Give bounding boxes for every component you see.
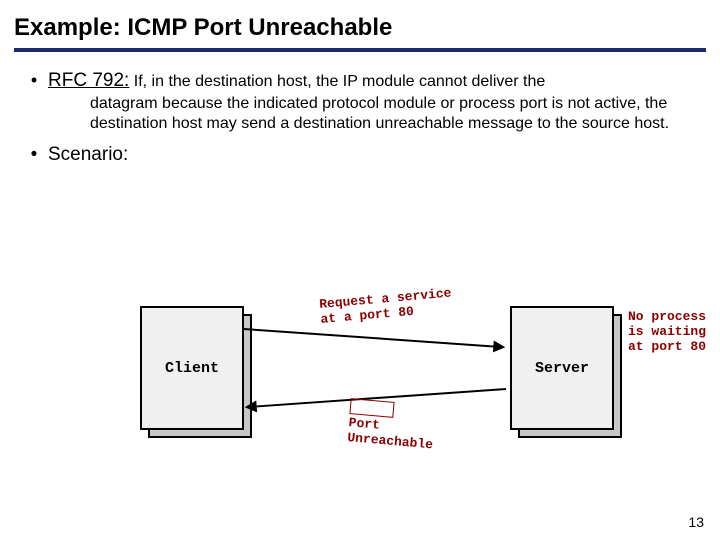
- server-box: Server: [510, 306, 614, 430]
- bullet-dot: •: [20, 144, 48, 166]
- bullet-scenario: • Scenario:: [20, 144, 700, 166]
- unreachable-message: Port Unreachable: [347, 416, 435, 453]
- server-label: Server: [535, 360, 589, 377]
- request-arrow: [244, 328, 505, 346]
- content-area: • RFC 792: If, in the destination host, …: [0, 52, 720, 166]
- scenario-label: Scenario:: [48, 144, 128, 166]
- page-number: 13: [688, 514, 704, 530]
- rfc-body-rest: datagram because the indicated protocol …: [90, 94, 700, 134]
- slide-title: Example: ICMP Port Unreachable: [0, 0, 720, 48]
- client-label: Client: [165, 360, 219, 377]
- scenario-diagram: Client Server Request a service at a por…: [20, 206, 700, 426]
- request-message: Request a service at a port 80: [319, 286, 454, 327]
- bullet-dot: •: [20, 70, 48, 92]
- rfc-body-first: If, in the destination host, the IP modu…: [129, 73, 545, 90]
- rfc-label: RFC 792:: [48, 70, 129, 91]
- side-note: No process is waiting at port 80: [628, 310, 706, 355]
- bullet-rfc: • RFC 792: If, in the destination host, …: [20, 70, 700, 92]
- client-box: Client: [140, 306, 244, 430]
